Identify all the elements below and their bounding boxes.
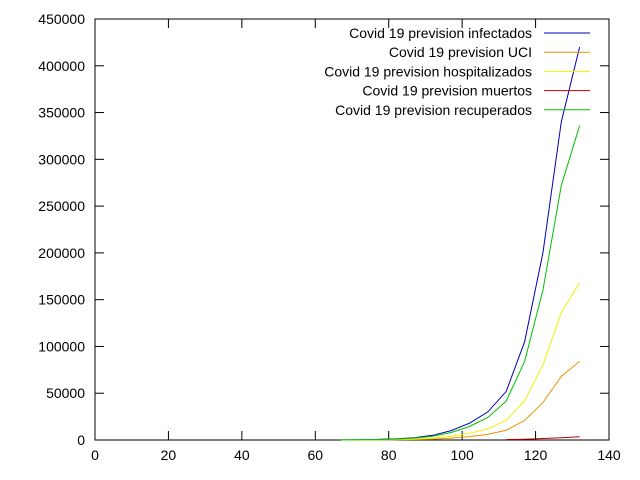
y-tick-label: 250000 [38,198,85,214]
y-tick-label: 350000 [38,105,85,121]
axis-tick-labels: 0 20 40 60 80 100 120 140 0 50000 100000 150000 2000… [38,11,621,463]
legend-label-2: Covid 19 prevision hospitalizados [324,63,532,79]
y-tick-label: 100000 [38,338,85,354]
x-tick-label: 100 [450,447,474,463]
y-tick-label: 0 [77,432,85,448]
y-tick-label: 400000 [38,58,85,74]
series-lines [340,46,581,441]
y-tick-label: 450000 [38,11,85,27]
x-tick-label: 80 [381,447,397,463]
x-tick-label: 40 [234,447,250,463]
y-tick-label: 150000 [38,292,85,308]
series-line-1 [340,361,580,441]
legend-label-1: Covid 19 prevision UCI [389,44,532,60]
x-tick-label: 120 [524,447,548,463]
legend: Covid 19 prevision infectados Covid 19 pr… [324,25,590,118]
x-tick-label: 140 [597,447,621,463]
y-tick-label: 200000 [38,245,85,261]
legend-label-0: Covid 19 prevision infectados [349,25,532,41]
x-tick-label: 0 [91,447,99,463]
series-line-4 [340,125,581,441]
x-tick-label: 20 [161,447,177,463]
y-tick-label: 300000 [38,151,85,167]
x-tick-label: 60 [307,447,323,463]
series-line-3 [506,436,580,440]
y-tick-label: 50000 [46,385,85,401]
legend-label-3: Covid 19 prevision muertos [362,83,532,99]
series-line-2 [341,282,581,441]
legend-label-4: Covid 19 prevision recuperados [335,102,532,118]
